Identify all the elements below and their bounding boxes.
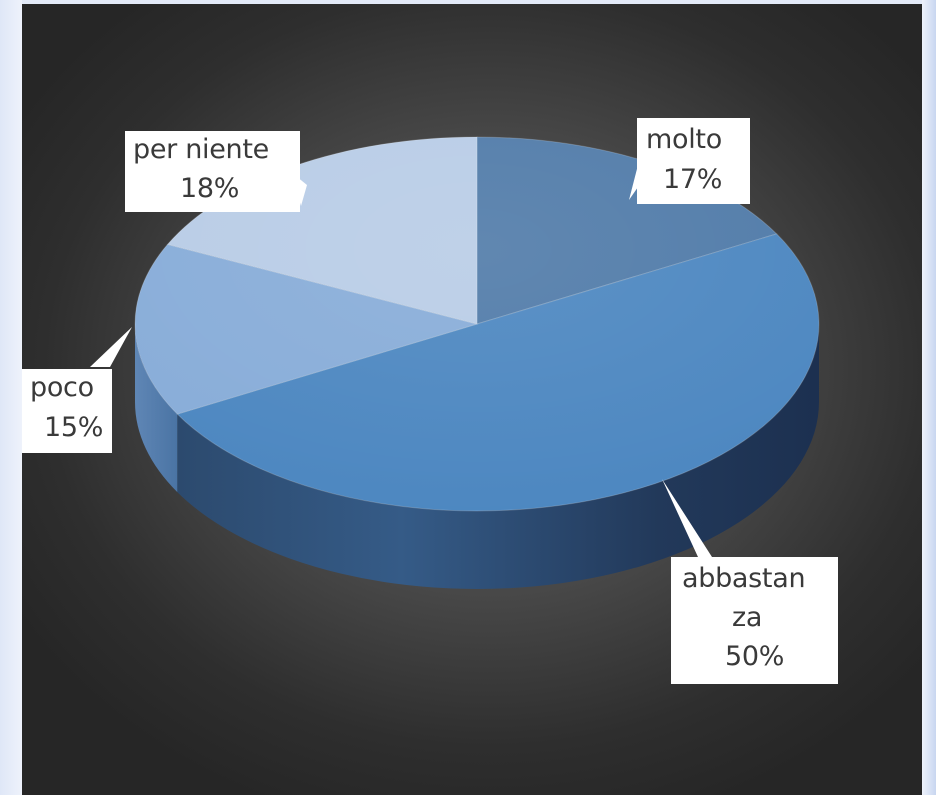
label-per-niente-name: per niente [133, 134, 269, 165]
label-per-niente-box [125, 131, 300, 212]
label-abbastanza-box [671, 557, 838, 684]
label-poco-value: 15% [44, 412, 104, 443]
label-molto-name: molto [646, 124, 722, 155]
label-poco-box [22, 369, 112, 453]
label-abbastanza-name-line1: abbastan [682, 563, 806, 594]
leader-line-poco [90, 327, 132, 367]
label-abbastanza-name-line2: za [732, 602, 763, 633]
label-molto-value: 17% [663, 164, 723, 195]
pie-shine [135, 137, 819, 511]
slice-side-poco [135, 324, 178, 493]
frame-right-border [922, 0, 936, 795]
pie-top-layer [134, 136, 820, 512]
label-per-niente-value: 18% [180, 173, 240, 204]
frame-left-border [0, 0, 22, 795]
slice-side-abbastanza [177, 324, 820, 589]
chart-area: molto 17% per niente 18% poco 15% abbast… [22, 4, 922, 795]
pie-chart [90, 136, 820, 589]
pie-side-layer [135, 324, 820, 589]
label-poco-name: poco [30, 372, 94, 403]
label-abbastanza-value: 50% [725, 641, 785, 672]
label-molto-box [637, 118, 750, 204]
frame-top-border [0, 0, 936, 4]
leader-line-abbastanza [662, 479, 712, 557]
